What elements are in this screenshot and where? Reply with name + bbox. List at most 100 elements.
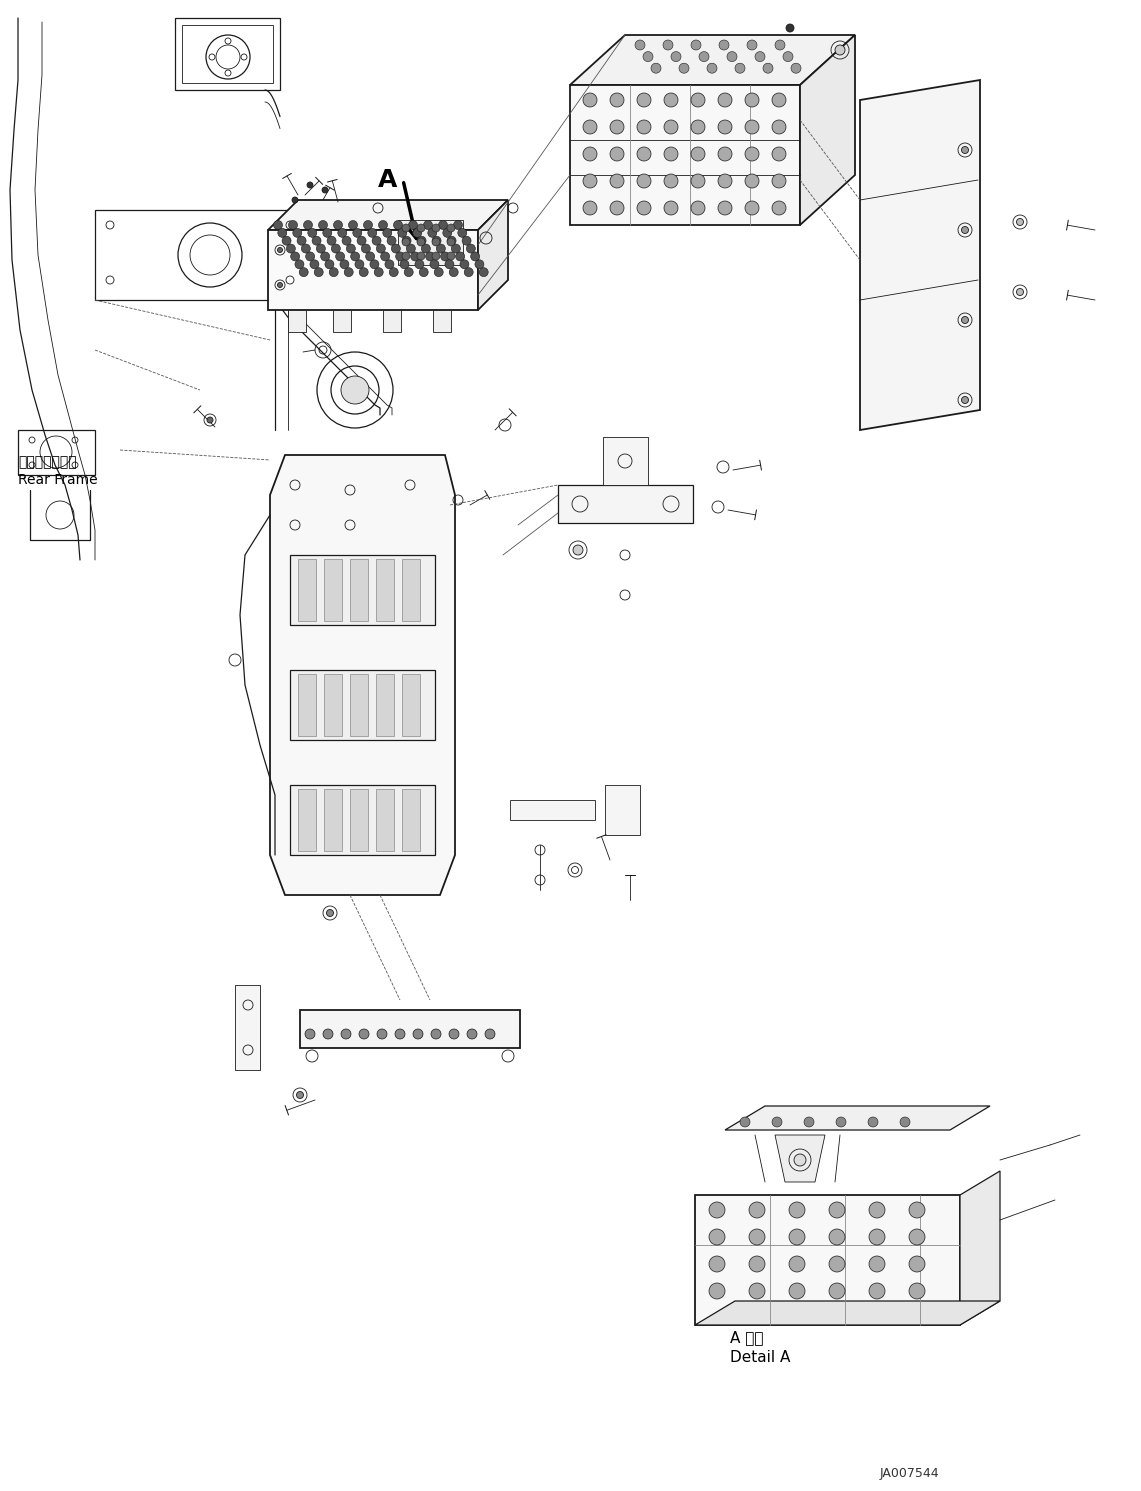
Circle shape [342, 236, 351, 245]
Polygon shape [695, 1194, 960, 1325]
Polygon shape [383, 310, 400, 332]
Circle shape [748, 1282, 764, 1299]
Polygon shape [350, 789, 369, 851]
Circle shape [359, 1029, 369, 1039]
Circle shape [788, 1229, 806, 1245]
Circle shape [313, 236, 321, 245]
Circle shape [830, 1202, 845, 1218]
Text: A: A [378, 168, 397, 192]
Circle shape [772, 92, 786, 107]
Polygon shape [775, 1135, 825, 1182]
Polygon shape [290, 555, 435, 625]
Circle shape [962, 227, 969, 234]
Circle shape [909, 1255, 925, 1272]
Circle shape [868, 1117, 879, 1127]
Circle shape [699, 52, 709, 61]
Circle shape [440, 252, 450, 261]
Circle shape [316, 245, 325, 253]
Polygon shape [290, 784, 435, 854]
Circle shape [610, 201, 624, 215]
Circle shape [610, 92, 624, 107]
Circle shape [327, 236, 337, 245]
Circle shape [415, 259, 424, 268]
Circle shape [353, 228, 362, 237]
Circle shape [411, 252, 420, 261]
Circle shape [718, 174, 733, 188]
Circle shape [664, 148, 678, 161]
Circle shape [664, 174, 678, 188]
Circle shape [747, 40, 756, 51]
Circle shape [305, 1029, 315, 1039]
Circle shape [402, 224, 410, 233]
Circle shape [636, 40, 645, 51]
Polygon shape [432, 310, 451, 332]
Circle shape [318, 221, 327, 230]
Circle shape [423, 221, 432, 230]
Circle shape [398, 228, 407, 237]
Circle shape [455, 252, 464, 261]
Circle shape [404, 268, 413, 277]
Circle shape [788, 1255, 806, 1272]
Circle shape [443, 228, 452, 237]
Text: Detail A: Detail A [730, 1349, 791, 1364]
Circle shape [402, 239, 410, 246]
Circle shape [637, 148, 652, 161]
Circle shape [304, 221, 313, 230]
Circle shape [691, 201, 705, 215]
Circle shape [447, 239, 455, 246]
Polygon shape [860, 81, 980, 429]
Circle shape [583, 174, 597, 188]
Circle shape [314, 268, 323, 277]
Polygon shape [298, 559, 316, 620]
Circle shape [962, 397, 969, 404]
Circle shape [207, 417, 213, 423]
Circle shape [310, 259, 319, 268]
Circle shape [962, 146, 969, 154]
Circle shape [775, 40, 785, 51]
Circle shape [707, 63, 717, 73]
Circle shape [289, 221, 298, 230]
Circle shape [745, 174, 759, 188]
Circle shape [395, 1029, 405, 1039]
Circle shape [691, 92, 705, 107]
Circle shape [610, 174, 624, 188]
Circle shape [1017, 219, 1023, 225]
Polygon shape [960, 1170, 1000, 1325]
Circle shape [709, 1255, 725, 1272]
Circle shape [786, 24, 794, 31]
Circle shape [741, 1117, 750, 1127]
Circle shape [321, 252, 330, 261]
Circle shape [464, 268, 474, 277]
Circle shape [791, 63, 801, 73]
Circle shape [330, 268, 338, 277]
Circle shape [652, 63, 661, 73]
Circle shape [475, 259, 484, 268]
Circle shape [396, 252, 405, 261]
Circle shape [426, 252, 435, 261]
Circle shape [430, 259, 439, 268]
Circle shape [644, 52, 653, 61]
Circle shape [291, 252, 300, 261]
Circle shape [362, 245, 371, 253]
Text: JA007544: JA007544 [880, 1467, 940, 1481]
Circle shape [691, 40, 701, 51]
Polygon shape [570, 85, 800, 225]
Circle shape [347, 245, 355, 253]
Circle shape [664, 92, 678, 107]
Circle shape [402, 236, 411, 245]
Circle shape [783, 52, 793, 61]
Circle shape [909, 1202, 925, 1218]
Circle shape [391, 245, 400, 253]
Circle shape [413, 228, 422, 237]
Circle shape [467, 1029, 477, 1039]
Circle shape [788, 1282, 806, 1299]
Circle shape [583, 148, 597, 161]
Circle shape [294, 259, 304, 268]
Circle shape [325, 259, 334, 268]
Circle shape [435, 268, 443, 277]
Circle shape [900, 1117, 911, 1127]
Circle shape [745, 92, 759, 107]
Circle shape [333, 221, 342, 230]
Circle shape [432, 224, 440, 233]
Circle shape [755, 52, 764, 61]
